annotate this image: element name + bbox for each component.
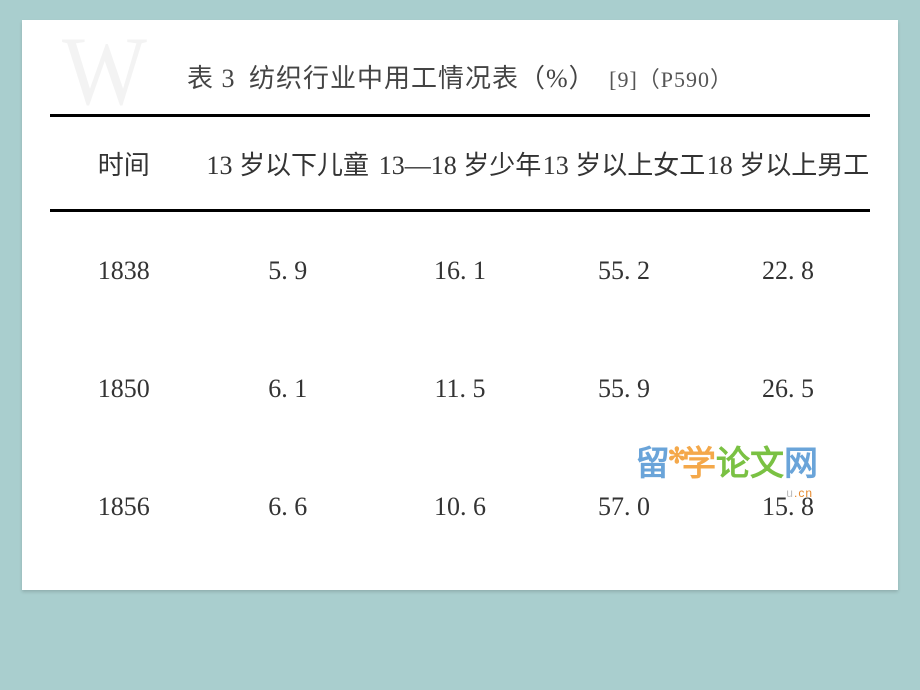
logo-part: 留 bbox=[636, 445, 670, 483]
cell: 57. 0 bbox=[542, 492, 706, 522]
cell: 22. 8 bbox=[706, 256, 870, 286]
col-header: 18 岁以上男工 bbox=[706, 145, 870, 182]
logo-subtext: u.cn bbox=[786, 486, 813, 500]
table-header-row: 时间 13 岁以下儿童 13—18 岁少年 13 岁以上女工 18 岁以上男工 bbox=[50, 114, 870, 212]
cell: 10. 6 bbox=[378, 492, 542, 522]
cell: 16. 1 bbox=[378, 256, 542, 286]
table-panel: W 表 3 纺织行业中用工情况表（%） [9]（P590） 时间 13 岁以下儿… bbox=[22, 20, 898, 590]
slide: W 表 3 纺织行业中用工情况表（%） [9]（P590） 时间 13 岁以下儿… bbox=[0, 0, 920, 690]
cell: 11. 5 bbox=[378, 374, 542, 404]
col-header: 13—18 岁少年 bbox=[378, 145, 542, 182]
cell: 5. 9 bbox=[198, 256, 378, 286]
logo-sub-u: u bbox=[786, 486, 794, 500]
cell: 1856 bbox=[50, 492, 198, 522]
col-header: 时间 bbox=[50, 145, 198, 182]
cell: 6. 6 bbox=[198, 492, 378, 522]
col-header: 13 岁以下儿童 bbox=[198, 145, 378, 182]
table-row: 1850 6. 1 11. 5 55. 9 26. 5 bbox=[50, 330, 870, 448]
caption-text: 纺织行业中用工情况表（%） bbox=[249, 64, 596, 93]
logo-part: 网 bbox=[784, 445, 818, 483]
cell: 55. 2 bbox=[542, 256, 706, 286]
logo-watermark: 留✻学论文网 bbox=[636, 436, 818, 485]
cell: 26. 5 bbox=[706, 374, 870, 404]
col-header: 13 岁以上女工 bbox=[542, 145, 706, 182]
cell: 1850 bbox=[50, 374, 198, 404]
cell: 55. 9 bbox=[542, 374, 706, 404]
data-table: 时间 13 岁以下儿童 13—18 岁少年 13 岁以上女工 18 岁以上男工 … bbox=[50, 114, 870, 570]
cell: 6. 1 bbox=[198, 374, 378, 404]
caption-ref: [9]（P590） bbox=[609, 67, 733, 92]
logo-sub-cn: .cn bbox=[794, 486, 813, 500]
table-caption: 表 3 纺织行业中用工情况表（%） [9]（P590） bbox=[22, 58, 898, 95]
cell: 1838 bbox=[50, 256, 198, 286]
logo-part: 论文 bbox=[716, 445, 784, 483]
logo-part: 学 bbox=[682, 445, 716, 483]
table-row: 1838 5. 9 16. 1 55. 2 22. 8 bbox=[50, 212, 870, 330]
caption-prefix: 表 3 bbox=[187, 64, 236, 93]
